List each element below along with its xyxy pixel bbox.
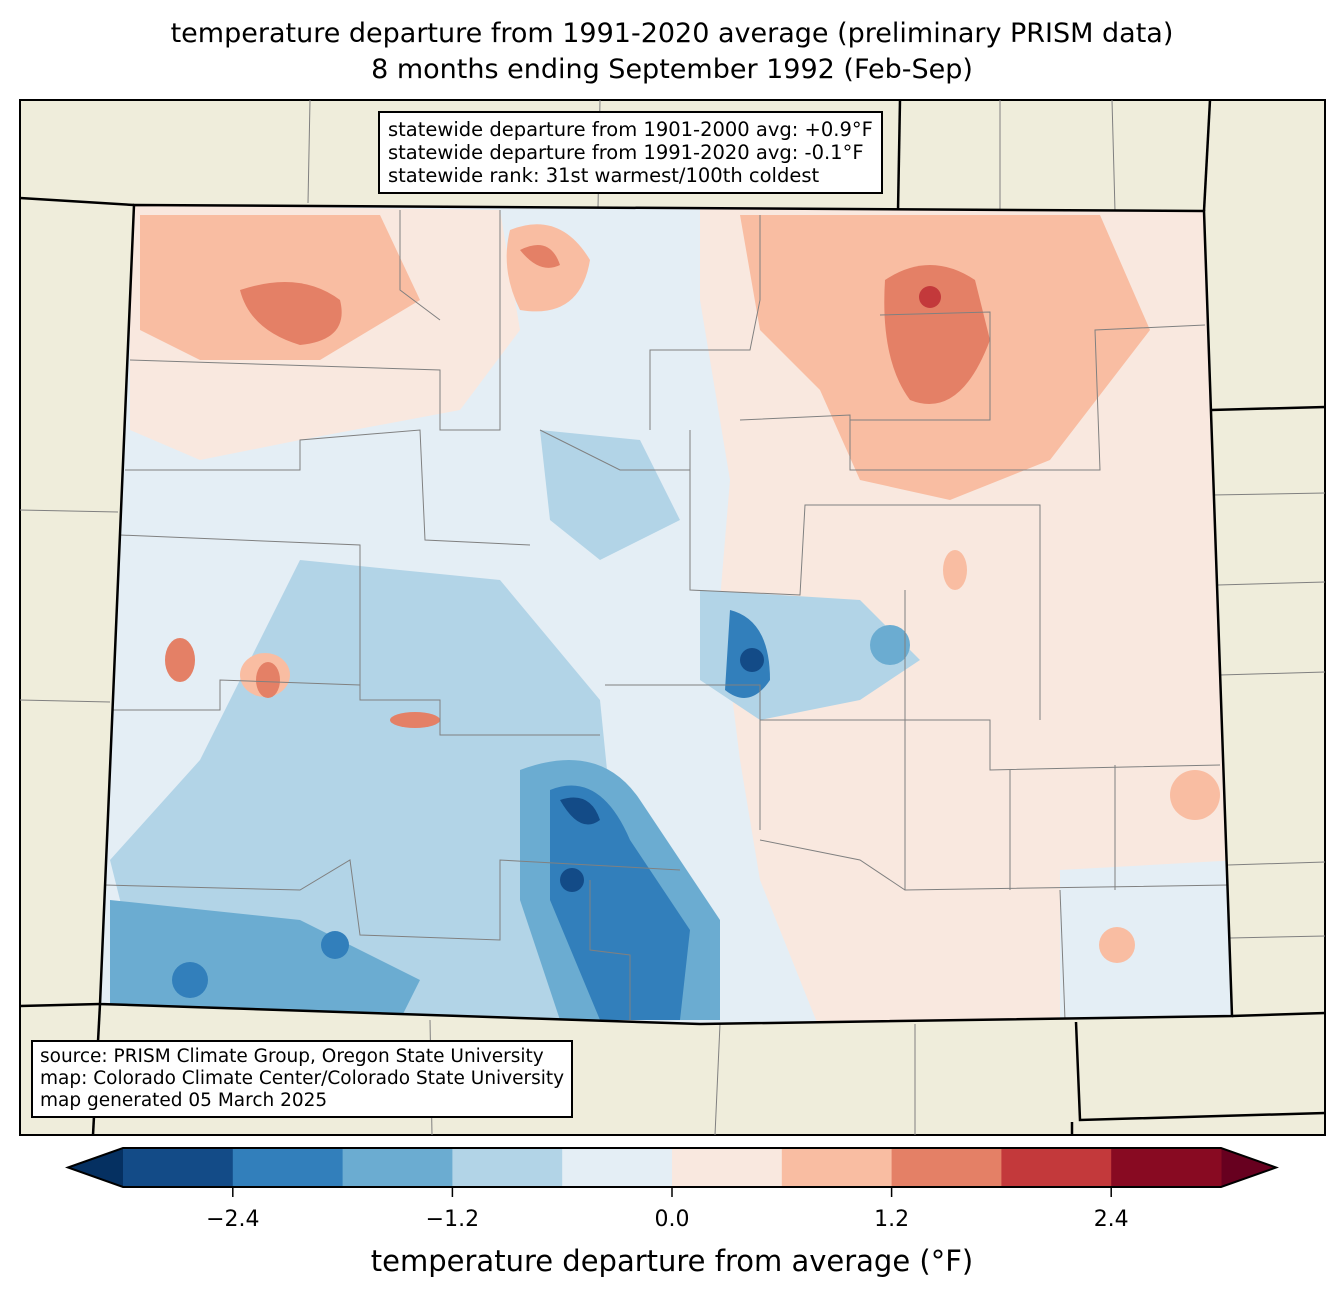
colorbar-extend-min <box>68 1148 123 1187</box>
colorbar-bin <box>562 1148 673 1187</box>
stats-line-3: statewide rank: 31st warmest/100th colde… <box>388 164 820 187</box>
colorbar-bin <box>891 1148 1002 1187</box>
colorbar-bin <box>672 1148 783 1187</box>
map-title-line2: 8 months ending September 1992 (Feb-Sep) <box>371 54 973 85</box>
colorbar-bin <box>1001 1148 1112 1187</box>
colorbar-outline <box>65 1147 1279 1188</box>
colorbar-bin <box>123 1148 234 1187</box>
colorbar <box>65 1147 1279 1197</box>
source-line-3: map generated 05 March 2025 <box>40 1090 328 1111</box>
source-line-2: map: Colorado Climate Center/Colorado St… <box>40 1068 565 1089</box>
colorbar-bin <box>342 1148 453 1187</box>
colorbar-tick-label: −2.4 <box>206 1207 260 1232</box>
temperature-departure-field <box>100 205 1232 1024</box>
map-title-line1: temperature departure from 1991-2020 ave… <box>170 18 1174 49</box>
colorado-boundary <box>98 203 1234 1026</box>
colorbar-bin <box>1111 1148 1222 1187</box>
source-box: source: PRISM Climate Group, Oregon Stat… <box>31 1040 574 1118</box>
colorbar-bin <box>781 1148 893 1187</box>
colorbar-tick-label: 0.0 <box>654 1207 690 1232</box>
source-line-1: source: PRISM Climate Group, Oregon Stat… <box>40 1046 544 1067</box>
colorbar-bin <box>232 1148 344 1187</box>
statewide-stats-box: statewide departure from 1901-2000 avg: … <box>378 111 883 194</box>
colorbar-tick-label: 1.2 <box>874 1207 910 1232</box>
colorbar-tick-label: 2.4 <box>1093 1207 1129 1232</box>
colorbar-extend-max <box>1221 1148 1276 1187</box>
stats-line-2: statewide departure from 1991-2020 avg: … <box>388 141 864 164</box>
stats-line-1: statewide departure from 1901-2000 avg: … <box>388 118 873 141</box>
colorbar-label: temperature departure from average (°F) <box>370 1244 974 1278</box>
colorbar-bin <box>452 1148 563 1187</box>
colorbar-tick-label: −1.2 <box>425 1207 480 1232</box>
neighbor-county-lines <box>19 99 1326 1136</box>
